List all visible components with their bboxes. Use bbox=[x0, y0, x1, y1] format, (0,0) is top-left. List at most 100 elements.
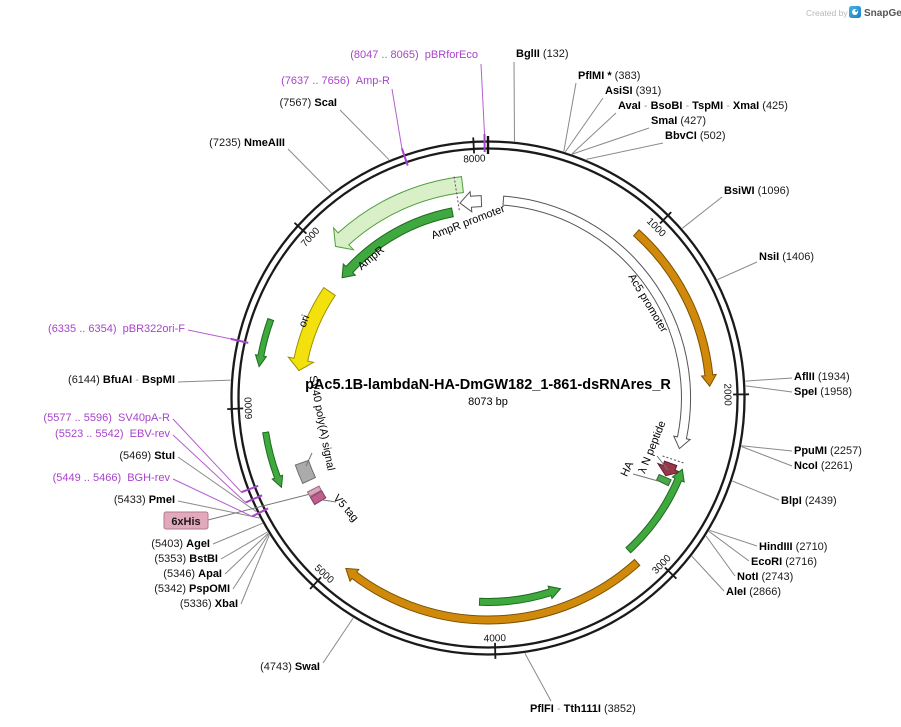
enzyme-leader-smai bbox=[572, 127, 650, 155]
enzyme-leader-nmeaiii bbox=[287, 148, 332, 194]
enzyme-label-ecori: EcoRI (2716) bbox=[751, 556, 817, 568]
enzyme-leader-avai bbox=[571, 112, 617, 155]
enzyme-leader-pspomi bbox=[232, 533, 270, 590]
enzyme-leader-bfuai bbox=[177, 379, 231, 383]
enzyme-label-spei: SpeI (1958) bbox=[794, 386, 852, 398]
tag-leader-his6badge bbox=[207, 494, 309, 521]
feature-ampr-body bbox=[332, 176, 464, 251]
primer-mark-pbr322orif bbox=[230, 337, 249, 344]
enzyme-leader-blpi bbox=[732, 480, 780, 501]
tick-5000 bbox=[309, 576, 322, 590]
enzyme-leader-bglii bbox=[513, 61, 515, 142]
primer-label-pbr322orif: (6335 .. 6354) pBR322ori-F bbox=[48, 323, 185, 335]
tag-badge-his6badge bbox=[163, 511, 209, 530]
feature-orf-arrow-left-upper bbox=[254, 317, 275, 368]
enzyme-leader-pmei bbox=[177, 500, 260, 519]
enzyme-label-hindiii: HindIII (2710) bbox=[759, 541, 827, 553]
primer-leader-pbr322orif bbox=[187, 329, 231, 340]
enzyme-leader-noti bbox=[705, 535, 736, 577]
enzyme-label-noti: NotI (2743) bbox=[737, 571, 793, 583]
enzyme-leader-ppumi bbox=[741, 445, 793, 452]
enzyme-leader-bstbi bbox=[220, 531, 268, 560]
feature-ac5-promoter bbox=[502, 195, 692, 450]
tick-7000 bbox=[293, 222, 308, 235]
primer-leader-ebvrev bbox=[172, 434, 246, 503]
primer-mark-bghrev bbox=[251, 507, 269, 518]
enzyme-leader-ecori bbox=[708, 530, 750, 562]
primer-leader-sv40par bbox=[172, 418, 242, 493]
tick-6000 bbox=[227, 407, 244, 410]
enzyme-label-scai: (7567) ScaI bbox=[280, 97, 338, 109]
enzyme-leader-pflfi bbox=[524, 653, 552, 702]
feature-label-line-lambda-n-peptide bbox=[656, 455, 669, 471]
enzyme-leader-apai bbox=[224, 532, 269, 575]
plasmid-size-label: 8073 bp bbox=[468, 396, 508, 408]
feature-gene-arc-main bbox=[345, 558, 641, 625]
enzyme-label-ncoi: NcoI (2261) bbox=[794, 460, 853, 472]
snapgene-logo-dot bbox=[852, 9, 858, 15]
enzyme-label-ppumi: PpuMI (2257) bbox=[794, 445, 862, 457]
enzyme-label-bfuai: (6144) BfuAI - BspMI bbox=[68, 374, 175, 386]
enzyme-leader-alei bbox=[691, 555, 725, 592]
enzyme-leader-nsii bbox=[717, 261, 758, 281]
enzyme-label-asisi: AsiSI (391) bbox=[605, 85, 661, 97]
enzyme-label-bstbi: (5353) BstBI bbox=[154, 553, 218, 565]
primer-leader-pbrforeco bbox=[480, 63, 485, 135]
enzyme-leader-aflii bbox=[745, 377, 793, 382]
tag-badge-label-his6badge: 6xHis bbox=[171, 516, 200, 528]
enzyme-leader-ncoi bbox=[741, 446, 793, 467]
feature-label-line-v5-tag bbox=[322, 499, 337, 503]
enzyme-label-apai: (5346) ApaI bbox=[163, 568, 222, 580]
enzyme-label-avai: AvaI - BsoBI - TspMI - XmaI (425) bbox=[618, 100, 788, 112]
enzyme-label-bglii: BglII (132) bbox=[516, 48, 569, 60]
enzyme-leader-scai bbox=[339, 109, 390, 161]
enzyme-label-aflii: AflII (1934) bbox=[794, 371, 850, 383]
feature-sv40-polya-signal bbox=[294, 459, 317, 485]
enzyme-leader-spei bbox=[745, 385, 793, 393]
primer-label-pbrforeco: (8047 .. 8065) pBRforEco bbox=[350, 49, 478, 61]
enzyme-leader-swai bbox=[322, 617, 354, 664]
enzyme-leader-bbvci bbox=[586, 142, 664, 160]
feature-label-v5-tag: V5 tag bbox=[331, 492, 361, 524]
enzyme-leader-agei bbox=[212, 522, 263, 545]
feature-gene-arc-upstream bbox=[632, 229, 718, 388]
enzyme-leader-bsiwi bbox=[681, 196, 723, 229]
enzyme-label-nsii: NsiI (1406) bbox=[759, 251, 814, 263]
feature-his6-tag bbox=[306, 485, 322, 498]
feature-label-ori: ori bbox=[297, 313, 313, 329]
tick-1000 bbox=[659, 211, 672, 225]
primer-leader-bghrev bbox=[172, 478, 253, 517]
enzyme-label-bsiwi: BsiWI (1096) bbox=[724, 185, 789, 197]
enzyme-label-pspomi: (5342) PspOMI bbox=[154, 583, 230, 595]
feature-label-ha-tag: HA bbox=[619, 459, 637, 479]
enzyme-label-xbai: (5336) XbaI bbox=[180, 598, 238, 610]
enzyme-label-pflmi: PflMI * (383) bbox=[578, 70, 640, 82]
enzyme-leader-xbai bbox=[240, 534, 270, 605]
primer-label-amprprimer: (7637 .. 7656) Amp-R bbox=[281, 75, 390, 87]
tick-3000 bbox=[664, 566, 678, 580]
enzyme-label-swai: (4743) SwaI bbox=[260, 661, 320, 673]
primer-label-sv40par: (5577 .. 5596) SV40pA-R bbox=[43, 412, 170, 424]
snapgene-brand-text: SnapGene bbox=[864, 8, 901, 19]
enzyme-label-pmei: (5433) PmeI bbox=[114, 494, 175, 506]
primer-mark-sv40par bbox=[241, 484, 259, 494]
tick-8000 bbox=[472, 137, 475, 154]
enzyme-leader-asisi bbox=[564, 97, 604, 153]
tick-label-7000: 7000 bbox=[299, 225, 322, 249]
snapgene-logo-dot-inner bbox=[855, 9, 858, 12]
enzyme-label-agei: (5403) AgeI bbox=[151, 538, 210, 550]
enzyme-label-smai: SmaI (427) bbox=[651, 115, 706, 127]
enzyme-label-alei: AleI (2866) bbox=[726, 586, 781, 598]
feature-label-line-sv40-polya-signal bbox=[305, 452, 313, 467]
feature-v5-tag bbox=[309, 490, 327, 506]
plasmid-title: pAc5.1B-lambdaN-HA-DmGW182_1-861-dsRNAre… bbox=[305, 377, 671, 393]
feature-ha-tag bbox=[655, 473, 672, 487]
feature-orf-arrow-right bbox=[625, 468, 685, 554]
feature-ampr-promoter bbox=[459, 190, 483, 213]
primer-label-ebvrev: (5523 .. 5542) EBV-rev bbox=[55, 428, 170, 440]
enzyme-leader-hindiii bbox=[709, 529, 758, 547]
primer-mark-amprprimer bbox=[400, 148, 409, 166]
feature-ampr bbox=[341, 207, 454, 279]
